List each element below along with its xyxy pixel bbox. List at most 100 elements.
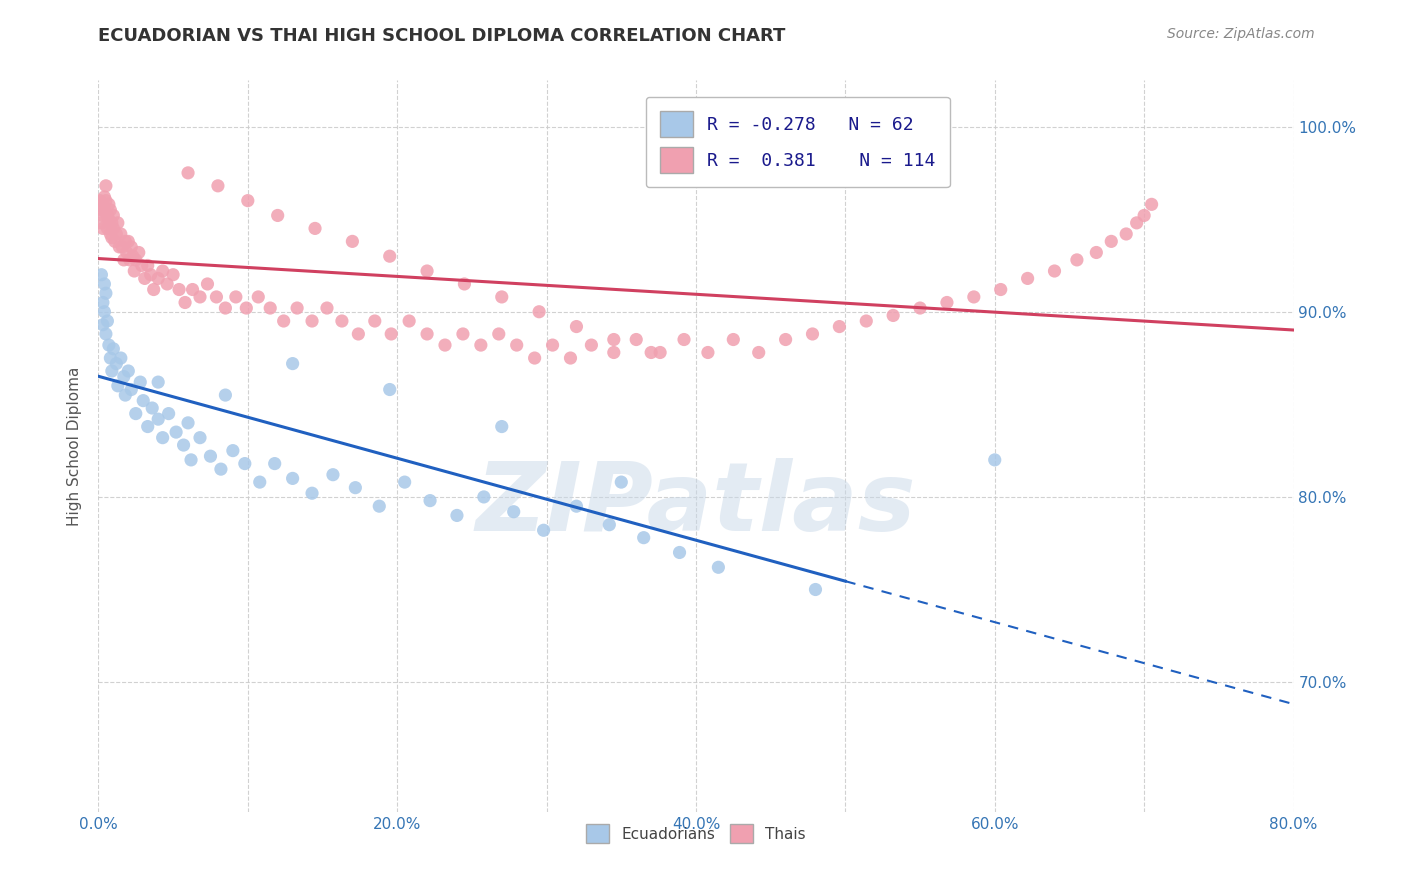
Point (560, 351, 582, 365)
Point (91, 209, 114, 223)
Point (90, 202, 112, 217)
Point (380, 326, 402, 341)
Point (1115, 227, 1137, 241)
Point (125, 407, 148, 421)
Point (128, 245, 150, 260)
Text: ZIPatlas: ZIPatlas (475, 458, 917, 551)
Point (93, 190, 115, 204)
Point (114, 235, 136, 249)
Point (209, 462, 232, 476)
Point (1099, 235, 1122, 249)
Point (103, 209, 125, 223)
Point (152, 431, 174, 445)
Point (598, 517, 620, 532)
Point (990, 283, 1012, 297)
Point (1125, 216, 1147, 230)
Point (97, 212, 120, 227)
Point (316, 301, 339, 315)
Point (94, 286, 117, 301)
Point (581, 338, 603, 352)
Point (101, 364, 124, 378)
Point (527, 304, 550, 318)
Point (1043, 264, 1066, 278)
Point (723, 333, 745, 347)
Point (129, 375, 152, 389)
Point (650, 345, 672, 359)
Point (91, 197, 114, 211)
Point (120, 383, 142, 397)
Point (205, 290, 228, 304)
Point (103, 342, 125, 356)
Point (148, 412, 170, 426)
Point (96, 314, 118, 328)
Point (125, 252, 148, 267)
Point (470, 338, 492, 352)
Point (603, 333, 626, 347)
Point (378, 249, 401, 263)
Point (565, 319, 588, 334)
Point (142, 283, 165, 297)
Point (236, 194, 259, 208)
Point (828, 319, 851, 334)
Point (233, 457, 256, 471)
Point (94, 194, 117, 208)
Point (173, 438, 195, 452)
Point (177, 416, 200, 430)
Point (101, 216, 124, 230)
Point (565, 499, 588, 513)
Point (1140, 197, 1163, 211)
Point (101, 230, 124, 244)
Point (603, 345, 626, 359)
Point (273, 314, 295, 328)
Point (132, 393, 155, 408)
Point (90, 268, 112, 282)
Point (188, 290, 211, 304)
Point (281, 357, 304, 371)
Text: Source: ZipAtlas.com: Source: ZipAtlas.com (1167, 27, 1315, 41)
Point (188, 431, 211, 445)
Point (668, 545, 690, 559)
Point (91, 221, 114, 235)
Point (181, 283, 204, 297)
Point (207, 178, 229, 193)
Point (94, 326, 117, 341)
Point (1133, 209, 1156, 223)
Point (177, 166, 200, 180)
Point (434, 338, 457, 352)
Point (506, 338, 529, 352)
Point (107, 379, 129, 393)
Point (174, 295, 197, 310)
Point (697, 345, 720, 359)
Point (936, 295, 959, 310)
Point (673, 333, 696, 347)
Point (89, 194, 111, 208)
Point (344, 481, 367, 495)
Point (502, 505, 524, 519)
Point (108, 240, 131, 254)
Point (301, 486, 323, 500)
Point (136, 419, 159, 434)
Point (112, 252, 135, 267)
Legend: Ecuadorians, Thais: Ecuadorians, Thais (574, 813, 818, 855)
Point (775, 333, 797, 347)
Point (197, 277, 219, 291)
Point (96, 221, 118, 235)
Point (855, 314, 877, 328)
Point (107, 216, 129, 230)
Point (908, 301, 931, 315)
Point (247, 290, 270, 304)
Point (105, 227, 128, 241)
Point (301, 314, 323, 328)
Point (112, 369, 135, 384)
Point (804, 582, 827, 597)
Point (121, 249, 143, 263)
Point (97, 338, 120, 352)
Point (451, 326, 474, 341)
Point (263, 457, 285, 471)
Point (394, 475, 416, 489)
Point (610, 475, 633, 489)
Point (748, 345, 770, 359)
Point (131, 259, 153, 273)
Point (98, 227, 122, 241)
Point (114, 388, 136, 402)
